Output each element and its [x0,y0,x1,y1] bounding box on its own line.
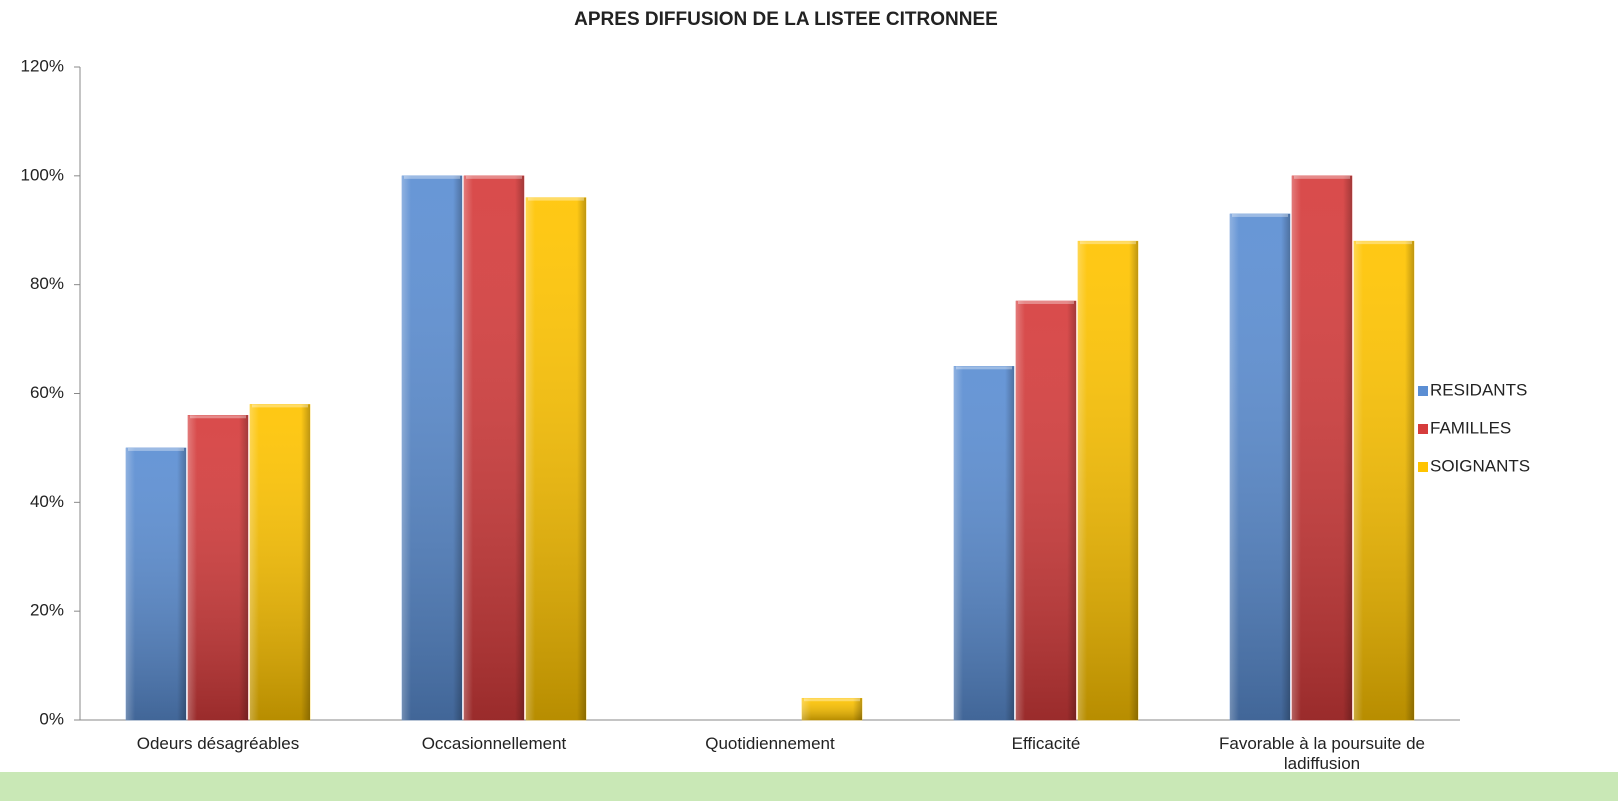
bar [525,197,587,721]
y-tick-label: 80% [30,274,64,293]
bar-cap [190,415,246,419]
bar [401,175,463,721]
x-tick-label: Efficacité [1011,734,1081,753]
y-tick-label: 60% [30,383,64,402]
bar-cap [1080,241,1136,245]
footer-band [0,772,1618,801]
y-tick-label: 20% [30,601,64,620]
y-tick-label: 0% [39,709,64,728]
bar [125,447,187,721]
bar [1015,300,1077,721]
y-tick-label: 120% [21,56,64,75]
legend-swatch [1418,424,1428,434]
bar [1291,175,1353,721]
bar [463,175,525,721]
bar-cap [1356,241,1412,245]
bar [1229,213,1291,721]
legend-label: SOIGNANTS [1430,456,1530,475]
bar [1353,240,1415,721]
bar-cap [1232,213,1288,217]
legend-swatch [1418,386,1428,396]
chart-title: APRES DIFFUSION DE LA LISTEE CITRONNEE [574,9,998,30]
bar-cap [1018,300,1074,304]
bar [801,697,863,721]
bar-cap [528,197,584,201]
y-tick-label: 40% [30,492,64,511]
bar-cap [128,447,184,451]
bar-cap [804,698,860,702]
legend-label: RESIDANTS [1430,380,1527,399]
bar [187,415,249,721]
y-tick-label: 100% [21,165,64,184]
bar-cap [1294,175,1350,179]
bar-cap [466,175,522,179]
bar [1077,240,1139,721]
x-tick-label: Occasionnellement [421,734,567,753]
x-tick-label: Quotidiennement [705,734,835,753]
bar [953,366,1015,721]
legend-swatch [1418,462,1428,472]
x-tick-label: Favorable à la poursuite de ladiffusion [1218,734,1426,773]
legend-label: FAMILLES [1430,418,1511,437]
bar-cap [252,404,308,408]
x-tick-label: Odeurs désagréables [136,734,300,753]
bar-cap [956,366,1012,370]
bar [249,404,311,721]
bar-cap [404,175,460,179]
